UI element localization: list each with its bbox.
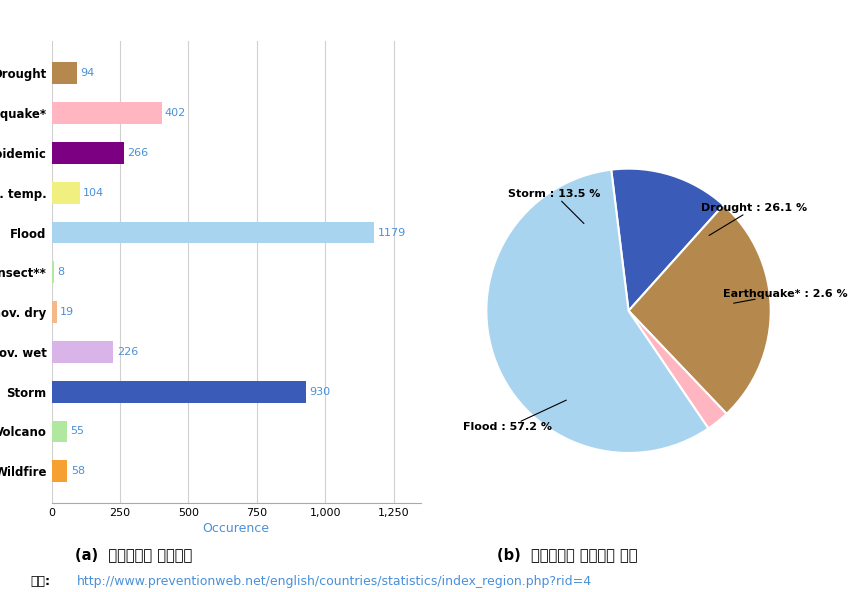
Text: 930: 930 [309,387,331,397]
Text: 19: 19 [60,307,74,317]
Text: 402: 402 [165,108,186,118]
Text: (b)  자연재해별 영향인구 비율: (b) 자연재해별 영향인구 비율 [497,548,637,562]
Text: 226: 226 [117,347,138,357]
Text: Storm : 13.5 %: Storm : 13.5 % [509,189,600,224]
Text: (a)  자연재해별 발생횟수: (a) 자연재해별 발생횟수 [75,548,192,562]
X-axis label: Occurence: Occurence [203,522,270,535]
Text: 266: 266 [128,148,149,158]
Bar [52,461,67,482]
Text: 출잘:: 출잘: [30,575,50,588]
Text: Earthquake* : 2.6 %: Earthquake* : 2.6 % [722,289,847,303]
Wedge shape [486,170,709,453]
Text: Drought : 26.1 %: Drought : 26.1 % [701,204,807,236]
Bar [52,182,80,204]
Text: 55: 55 [70,426,84,436]
Text: http://www.preventionweb.net/english/countries/statistics/index_region.php?rid=4: http://www.preventionweb.net/english/cou… [77,575,593,588]
Bar [52,301,57,323]
Text: 104: 104 [83,188,105,198]
Text: Flood : 57.2 %: Flood : 57.2 % [463,400,566,432]
Wedge shape [629,311,727,429]
Text: 8: 8 [57,268,64,277]
Bar [52,221,375,243]
Bar [52,381,306,403]
Text: 1179: 1179 [377,227,405,237]
Bar [52,62,77,84]
Text: 94: 94 [81,68,94,78]
Bar [52,142,125,164]
Wedge shape [612,169,723,311]
Bar [52,102,161,124]
Text: 58: 58 [70,466,85,477]
Bar [52,262,54,283]
Bar [52,341,113,363]
Bar [52,420,67,442]
Wedge shape [629,205,771,414]
